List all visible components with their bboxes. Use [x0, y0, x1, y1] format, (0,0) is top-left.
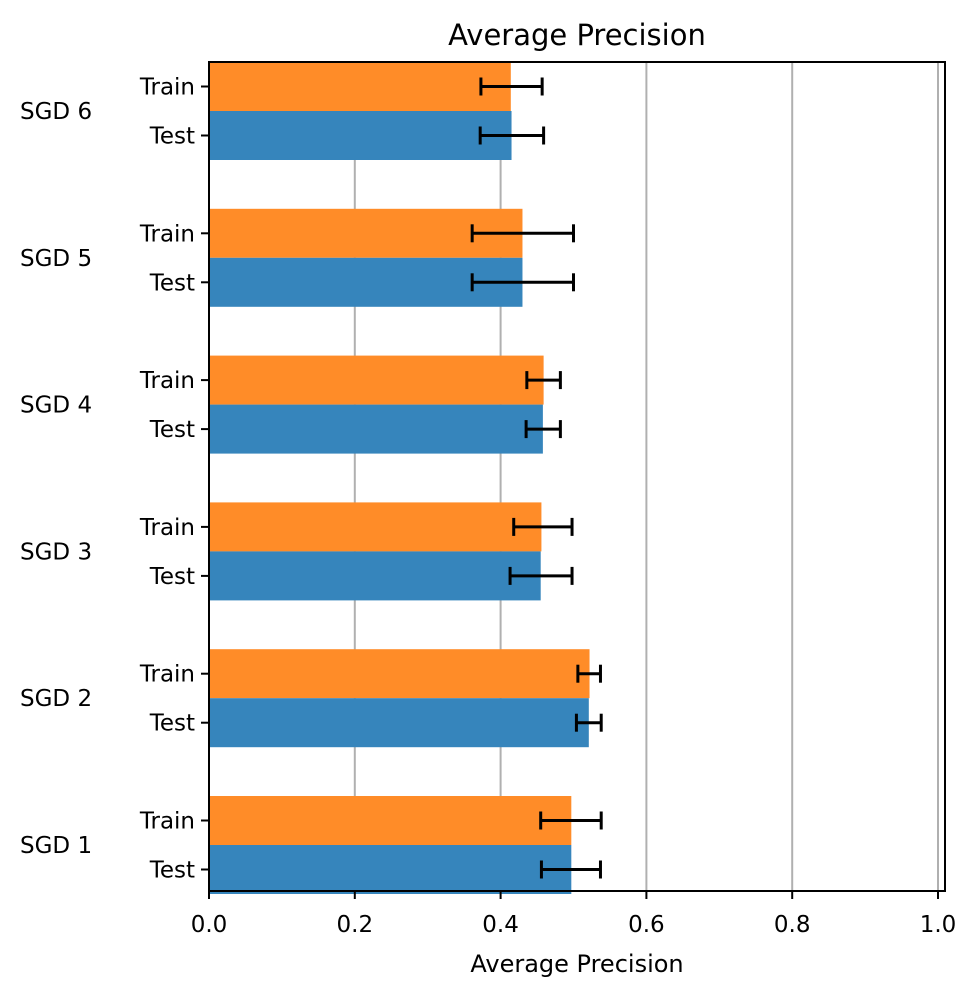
- group-label: SGD 6: [20, 99, 92, 125]
- x-tick-label: 0.2: [337, 912, 374, 938]
- chart-title: Average Precision: [448, 18, 706, 52]
- y-tick-label-train: Train: [139, 221, 195, 247]
- bar-sgd-5-test: [209, 257, 523, 307]
- bar-sgd-4-test: [209, 404, 543, 454]
- x-tick-label: 0.0: [191, 912, 228, 938]
- bar-sgd-2-test: [209, 698, 589, 748]
- y-tick-label-train: Train: [139, 368, 195, 394]
- x-tick-label: 0.6: [628, 912, 665, 938]
- bar-sgd-6-test: [209, 111, 512, 160]
- group-label: SGD 2: [20, 686, 92, 712]
- y-tick-label-train: Train: [139, 515, 195, 541]
- y-tick-label-train: Train: [139, 809, 195, 835]
- bar-sgd-4-train: [209, 355, 544, 405]
- x-tick-label: 0.4: [482, 912, 519, 938]
- y-tick-label-train: Train: [139, 662, 195, 688]
- group-label: SGD 3: [20, 539, 92, 565]
- group-label: SGD 4: [20, 393, 92, 419]
- y-tick-label-train: Train: [139, 75, 195, 101]
- y-tick-label-test: Test: [149, 270, 195, 296]
- y-tick-label-test: Test: [149, 564, 195, 590]
- grid-lines: [353, 62, 939, 891]
- y-tick-label-test: Test: [149, 711, 195, 737]
- error-bars: [470, 77, 603, 879]
- x-tick-label: 1.0: [920, 912, 957, 938]
- y-axis-ticks: Train Test SGD 6 Train Test SGD 5 Train Test SGD…: [20, 75, 209, 884]
- y-tick-label-test: Test: [149, 417, 195, 443]
- bar-sgd-2-train: [209, 649, 590, 699]
- x-axis-label: Average Precision: [470, 950, 683, 978]
- group-label: SGD 5: [20, 246, 92, 272]
- x-axis-ticks: 0.0 0.2 0.4 0.6 0.8 1.0: [191, 891, 957, 938]
- bar-sgd-6-train: [209, 62, 511, 111]
- y-tick-label-test: Test: [149, 124, 195, 150]
- bar-sgd-1-test: [209, 845, 572, 894]
- y-tick-label-test: Test: [149, 858, 195, 884]
- plot-frame: [208, 61, 946, 892]
- bar-sgd-3-test: [209, 551, 541, 601]
- bar-sgd-1-train: [209, 796, 572, 845]
- group-label: SGD 1: [20, 833, 92, 859]
- bar-sgd-5-train: [209, 208, 523, 258]
- x-tick-label: 0.8: [774, 912, 811, 938]
- bars: [209, 62, 590, 894]
- bar-sgd-3-train: [209, 502, 542, 552]
